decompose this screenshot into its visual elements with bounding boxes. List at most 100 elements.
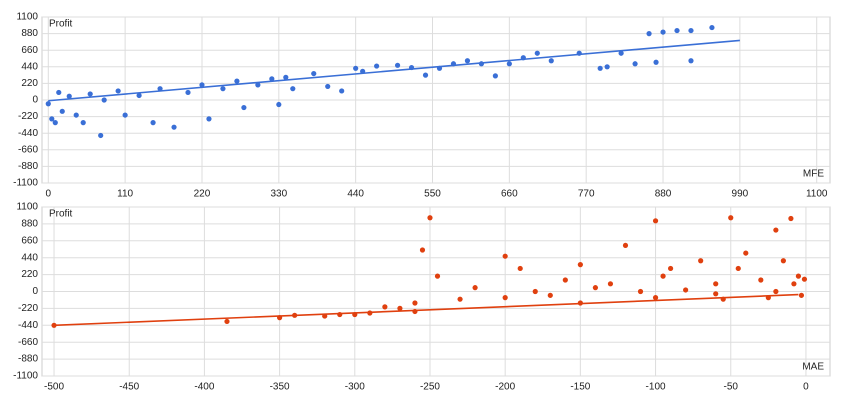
point [758, 277, 764, 283]
y-tick-label: 220 [21, 269, 38, 280]
y-tick-label: 660 [21, 45, 38, 56]
point [632, 61, 638, 67]
point [434, 273, 441, 279]
point [801, 276, 808, 282]
point [224, 318, 230, 325]
point [688, 27, 694, 34]
point [532, 288, 538, 295]
x-tick-label: 1100 [806, 189, 828, 200]
point [394, 62, 401, 68]
point [713, 281, 719, 287]
x-tick-label: 550 [424, 189, 441, 200]
x-tick-label: 880 [655, 189, 672, 200]
x-axis-label: MFE [803, 169, 824, 180]
point [382, 304, 388, 310]
point [660, 273, 666, 279]
point [548, 58, 554, 64]
y-axis-label: Profit [49, 209, 73, 220]
point [353, 65, 359, 71]
point [171, 124, 177, 130]
point [49, 116, 55, 122]
y-tick-label: -1100 [13, 178, 38, 189]
point [59, 108, 65, 114]
point [637, 288, 644, 295]
point [780, 258, 786, 264]
point [80, 120, 86, 126]
point [325, 83, 331, 90]
point [276, 101, 282, 108]
point [674, 27, 680, 34]
point [66, 93, 72, 99]
point [52, 120, 58, 126]
y-tick-label: -660 [18, 144, 38, 155]
x-tick-label: 110 [117, 189, 133, 200]
point [419, 247, 426, 253]
point [241, 104, 247, 111]
point [101, 97, 107, 103]
point [234, 78, 240, 84]
point [577, 262, 583, 268]
y-tick-label: -440 [18, 128, 38, 139]
x-tick-label: -350 [270, 382, 290, 393]
point [652, 218, 659, 224]
y-tick-label: -660 [18, 337, 38, 348]
x-tick-label: -300 [345, 382, 365, 393]
point [791, 281, 797, 287]
point [290, 86, 296, 92]
y-tick-label: -1100 [13, 371, 38, 382]
x-axis-label: MAE [802, 362, 824, 373]
point [667, 265, 674, 272]
point [115, 88, 121, 94]
point [502, 253, 508, 259]
point [464, 58, 471, 64]
y-tick-label: -220 [18, 303, 38, 314]
point [795, 273, 802, 279]
y-tick-label: 880 [21, 219, 38, 230]
point [798, 292, 805, 298]
trendline [53, 293, 799, 327]
point [506, 61, 512, 67]
point [269, 76, 275, 82]
point [422, 72, 429, 78]
x-tick-label: 0 [46, 189, 52, 200]
point [150, 120, 156, 126]
point [220, 86, 226, 92]
point [339, 88, 345, 94]
point [87, 91, 93, 97]
x-tick-label: -400 [194, 382, 214, 393]
x-tick-label: -250 [420, 382, 440, 393]
point [517, 265, 523, 272]
point [374, 63, 380, 69]
x-tick-label: -450 [119, 382, 139, 393]
x-tick-label: 990 [732, 189, 749, 200]
point [98, 132, 104, 139]
x-tick-label: -200 [495, 382, 515, 393]
trendline [48, 39, 740, 102]
point [397, 305, 403, 311]
x-tick-label: 330 [270, 189, 287, 200]
point [472, 285, 478, 291]
point [688, 58, 694, 64]
y-tick-label: 1100 [16, 202, 38, 213]
point [502, 295, 508, 301]
point [412, 300, 418, 306]
point [136, 92, 142, 99]
point [492, 73, 498, 79]
point [607, 281, 614, 287]
point [735, 265, 741, 272]
point [646, 30, 652, 37]
y-tick-label: -880 [18, 161, 38, 172]
point [788, 215, 794, 222]
point [199, 82, 205, 88]
point [698, 258, 704, 264]
y-tick-label: -880 [18, 354, 38, 365]
x-tick-label: -50 [724, 382, 739, 393]
y-tick-label: 0 [32, 286, 38, 297]
point [562, 277, 568, 283]
x-tick-label: 440 [347, 189, 364, 200]
point [206, 116, 212, 122]
point [660, 29, 666, 35]
point [283, 74, 289, 80]
point [157, 86, 163, 92]
